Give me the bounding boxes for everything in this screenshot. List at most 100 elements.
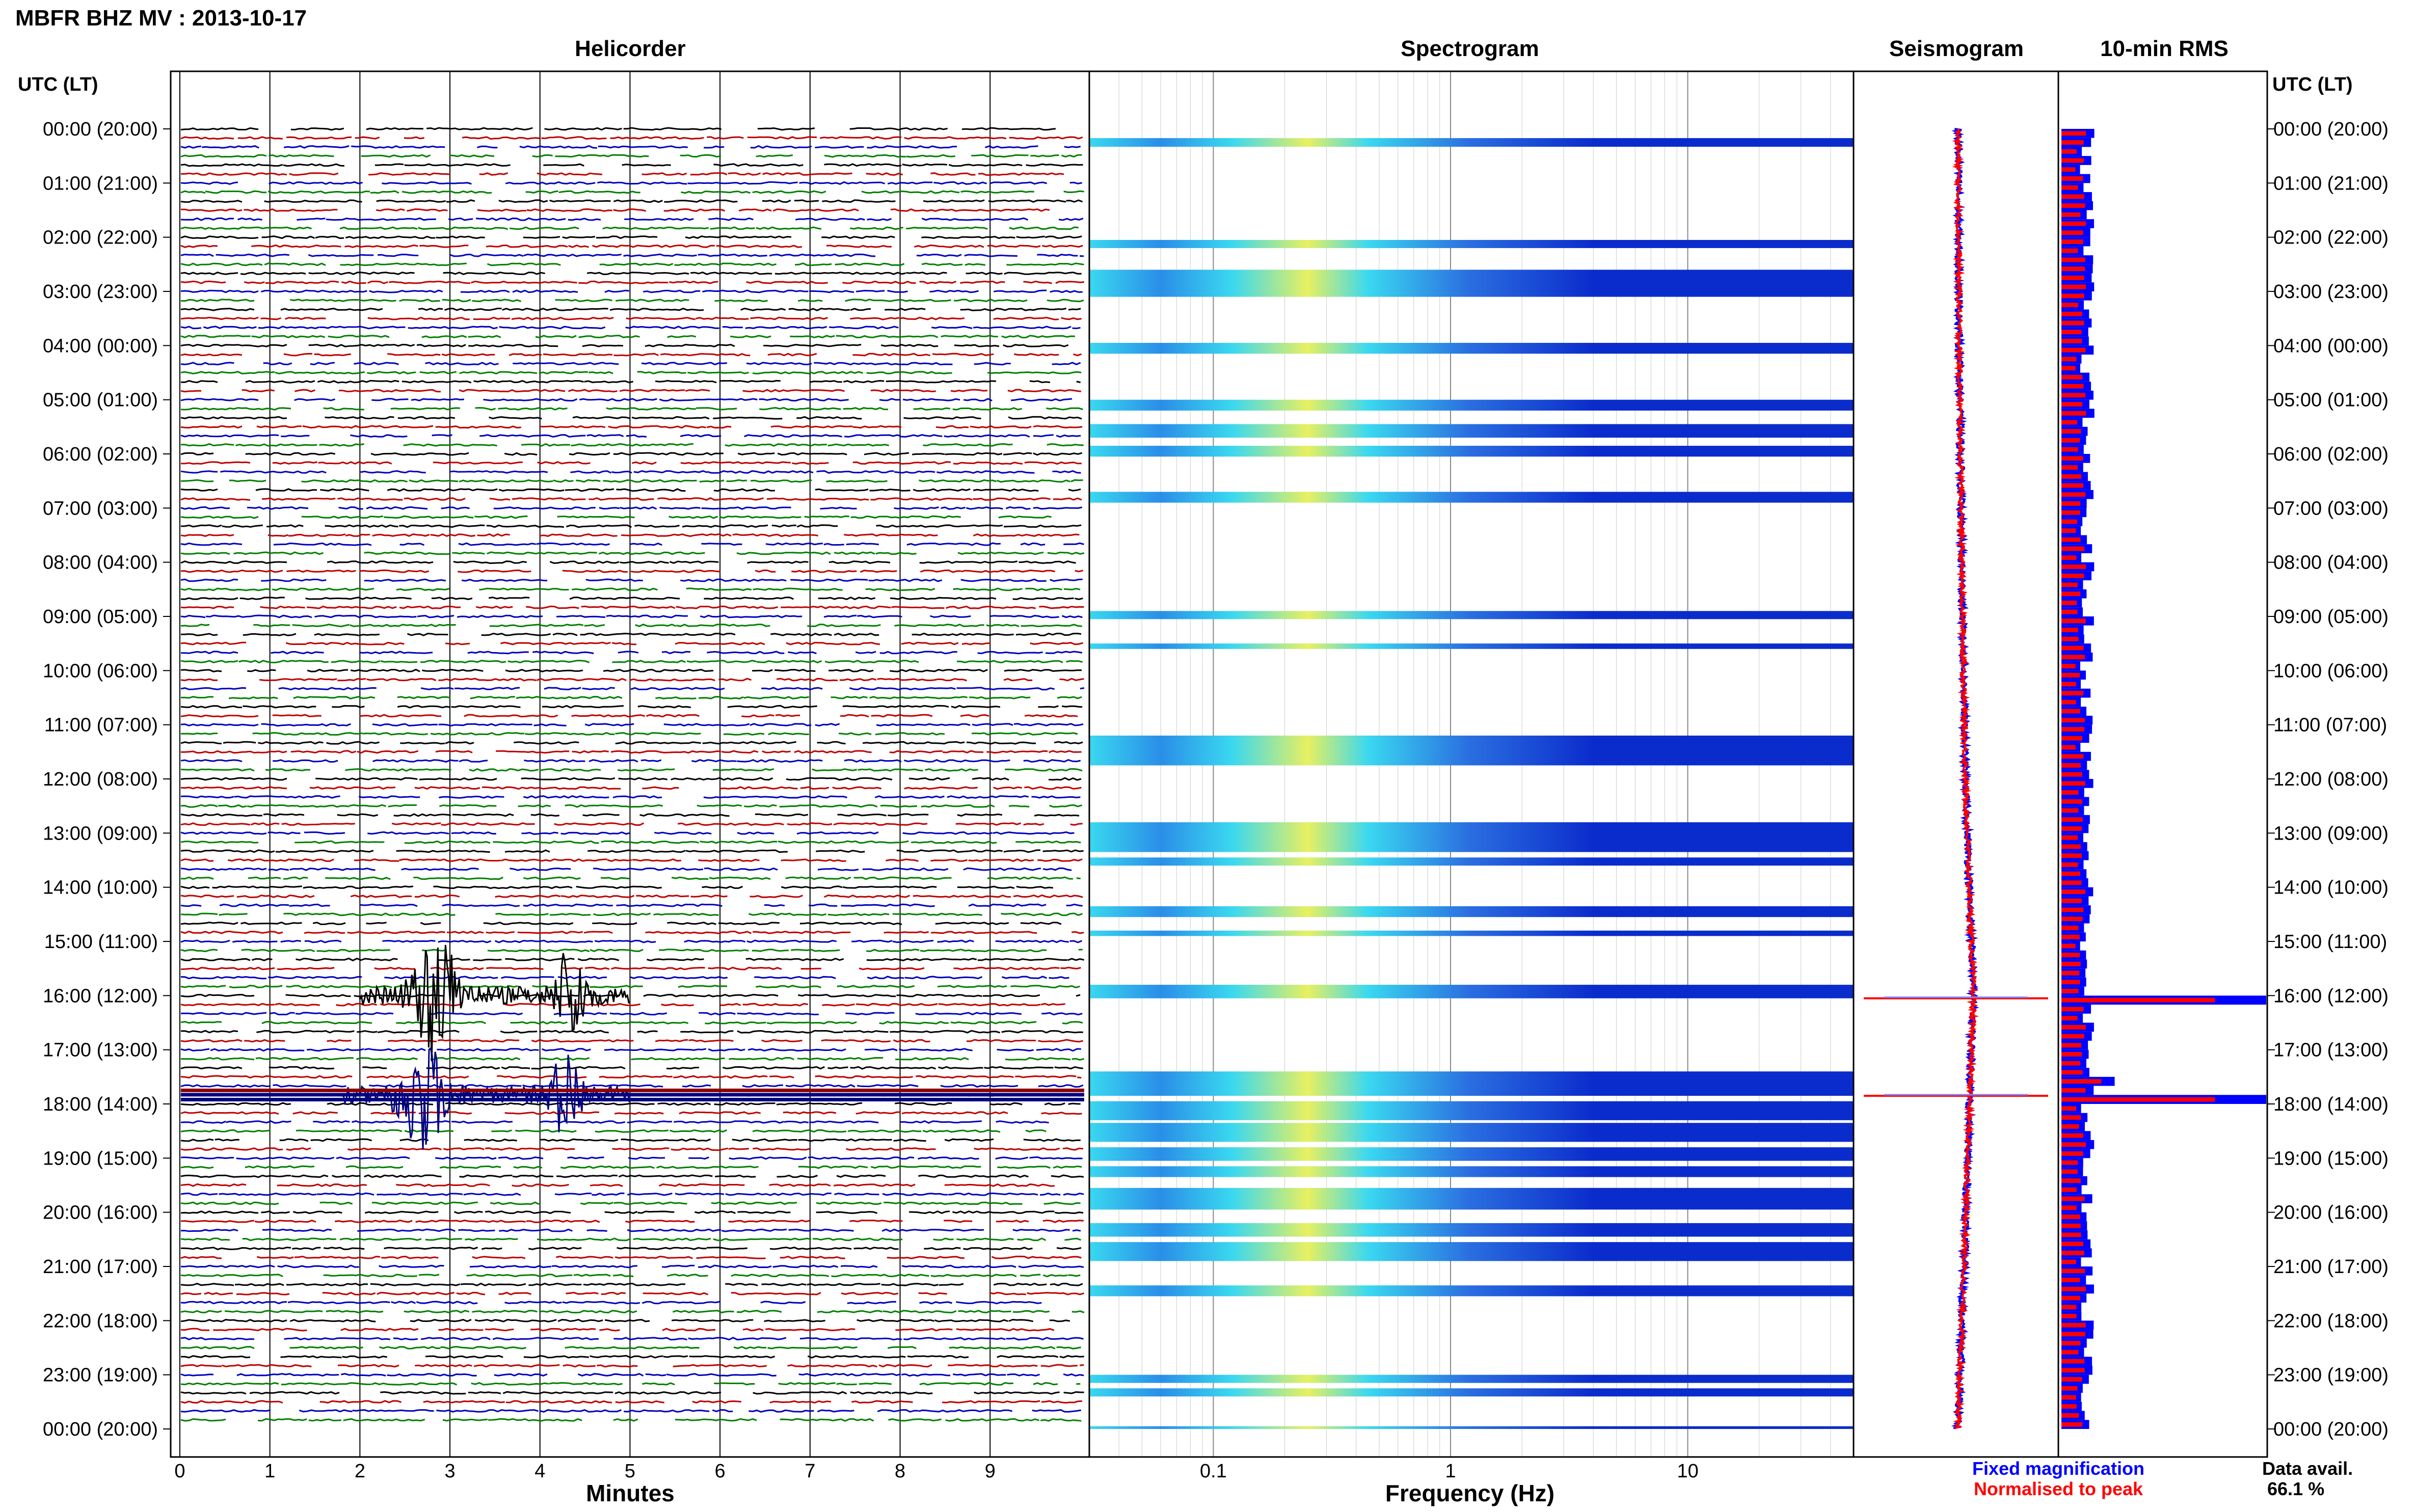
helicorder-trace	[180, 641, 1084, 645]
helicorder-trace	[180, 425, 1083, 429]
helicorder-trace	[180, 407, 1083, 411]
helicorder-trace	[180, 353, 1082, 357]
rms-bar-normalised	[2061, 1278, 2080, 1283]
spectrogram-band	[1089, 1374, 1854, 1383]
time-label-left: 07:00 (03:00)	[43, 498, 158, 519]
x-axis-ticks: 0 1 2 3 4 5 6 7 8 9 0.1 1 10	[174, 1461, 1698, 1482]
time-label-right: 17:00 (13:00)	[2273, 1040, 2389, 1061]
rms-bar-normalised	[2061, 1395, 2076, 1400]
helicorder-trace	[180, 949, 1083, 953]
spectrogram-title: Spectrogram	[1401, 36, 1539, 61]
time-label-left: 05:00 (01:00)	[43, 390, 158, 411]
time-label-left: 01:00 (21:00)	[43, 173, 158, 194]
helicorder-trace	[180, 1328, 1055, 1332]
rms-bar-normalised	[2061, 537, 2081, 542]
rms-bar-normalised	[2061, 167, 2076, 172]
frequency-tick-label: 0.1	[1200, 1461, 1227, 1482]
rms-bar-normalised	[2061, 636, 2079, 641]
helicorder-trace	[180, 181, 1083, 185]
rms-bar-normalised	[2061, 1160, 2078, 1165]
helicorder-trace	[180, 759, 1081, 763]
helicorder-trace	[180, 714, 1078, 718]
helicorder-trace	[180, 1156, 1083, 1160]
helicorder-trace	[180, 1373, 1084, 1377]
rms-frame	[2057, 70, 2268, 1458]
rms-bar-normalised	[2061, 628, 2078, 633]
rms-bar-normalised	[2061, 609, 2078, 614]
rms-bar-normalised	[2061, 618, 2086, 624]
helicorder-trace	[180, 1318, 1070, 1322]
rms-bar-normalised	[2061, 339, 2082, 343]
time-label-right: 08:00 (04:00)	[2273, 552, 2389, 574]
rms-bar-normalised	[2061, 411, 2086, 416]
rms-bar-normalised	[2061, 1142, 2086, 1147]
rms-bar-normalised	[2061, 1178, 2081, 1183]
helicorder-trace	[181, 814, 1083, 816]
helicorder-trace	[180, 452, 1083, 456]
rms-bar-normalised	[2061, 501, 2081, 506]
helicorder-trace	[180, 894, 1083, 898]
rms-bar-normalised	[2061, 1359, 2085, 1364]
rms-bar-normalised	[2061, 1332, 2085, 1337]
helicorder-trace	[180, 768, 1083, 772]
time-label-left: 18:00 (14:00)	[43, 1094, 158, 1115]
helicorder-trace	[181, 435, 1081, 437]
rms-bar-normalised	[2061, 835, 2078, 840]
spectrogram-band	[1089, 138, 1854, 147]
helicorder-trace	[180, 524, 1082, 528]
helicorder-trace	[180, 271, 1082, 276]
rms-bar-normalised	[2061, 1232, 2081, 1237]
helicorder-trace	[180, 1237, 1082, 1241]
rms-bar-normalised	[2061, 347, 2086, 353]
rms-bar-normalised	[2061, 474, 2081, 479]
helicorder-trace	[180, 1165, 1082, 1169]
rms-bar-normalised	[2061, 384, 2084, 389]
helicorder-trace	[180, 226, 1079, 230]
helicorder-trace	[180, 695, 1082, 699]
helicorder-trace	[181, 1184, 1084, 1186]
helicorder-trace	[180, 443, 1084, 447]
frequency-tick-label: 10	[1677, 1461, 1698, 1482]
minutes-tick-label: 1	[264, 1461, 275, 1482]
helicorder-trace	[181, 1012, 1083, 1016]
rms-bar-normalised	[2061, 1034, 2084, 1039]
helicorder-trace	[180, 1120, 1049, 1124]
time-label-right: 02:00 (22:00)	[2273, 227, 2389, 249]
helicorder-trace	[180, 668, 1082, 672]
minutes-tick-label: 4	[534, 1461, 545, 1482]
helicorder-trace	[180, 678, 1084, 682]
rms-bar-normalised	[2061, 889, 2085, 894]
helicorder-trace	[180, 488, 1081, 492]
rms-bar-normalised	[2061, 203, 2085, 208]
helicorder-trace	[180, 831, 1075, 835]
rms-bar-normalised	[2061, 1422, 2082, 1427]
time-label-right: 14:00 (10:00)	[2273, 877, 2389, 899]
rms-bar-normalised	[2061, 1196, 2085, 1201]
legend-normalised-to-peak: Normalised to peak	[1974, 1478, 2143, 1499]
rms-bar-normalised	[2061, 402, 2083, 407]
rms-bar-normalised	[2061, 1341, 2081, 1346]
helicorder-trace	[180, 370, 1082, 375]
rms-bar-normalised	[2061, 1377, 2082, 1382]
rms-bar-normalised	[2061, 131, 2086, 136]
time-label-right: 16:00 (12:00)	[2273, 985, 2389, 1007]
rms-bar-normalised	[2061, 320, 2084, 326]
time-label-left: 00:00 (20:00)	[43, 119, 158, 140]
helicorder-trace	[180, 398, 1072, 402]
time-label-left: 16:00 (12:00)	[43, 985, 158, 1007]
helicorder-trace	[180, 939, 1083, 943]
rms-bar-normalised	[2061, 916, 2083, 922]
time-label-right: 04:00 (00:00)	[2273, 335, 2389, 357]
rms-bar-normalised	[2061, 808, 2079, 813]
spectrogram-band	[1089, 446, 1854, 457]
rms-bar-normalised	[2061, 456, 2083, 461]
rms-bar-normalised	[2061, 1259, 2076, 1264]
seismogram-panel	[1853, 70, 2059, 1458]
helicorder-trace	[180, 614, 1083, 618]
helicorder-trace	[180, 777, 1082, 781]
minutes-tick-label: 8	[895, 1461, 905, 1482]
rms-title: 10-min RMS	[2100, 36, 2229, 61]
helicorder-trace	[180, 732, 1078, 736]
